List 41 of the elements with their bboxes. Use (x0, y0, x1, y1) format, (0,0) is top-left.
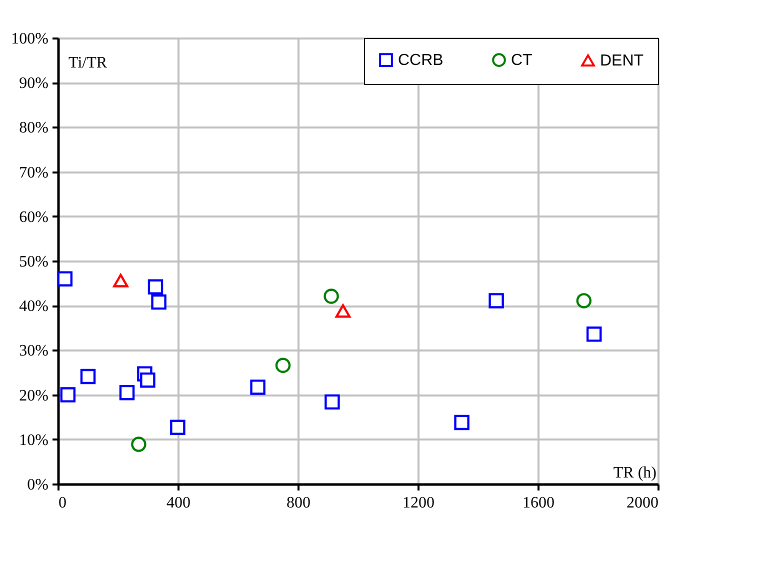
x-tick-label: 400 (166, 494, 190, 512)
y-tick-label: 0% (27, 476, 48, 494)
point (170, 420, 186, 435)
point (275, 358, 291, 373)
point (335, 304, 351, 318)
point (57, 271, 73, 286)
legend-label: CT (511, 52, 533, 70)
y-tick-label: 60% (19, 208, 48, 226)
point (250, 380, 266, 395)
legend-label: CCRB (398, 52, 444, 70)
point (454, 414, 470, 430)
point (488, 293, 504, 308)
point (119, 384, 135, 400)
legend-label: DENT (600, 52, 644, 70)
y-tick-label: 100% (11, 30, 48, 48)
x-tick-label: 800 (286, 494, 310, 512)
y-tick-label: 90% (19, 75, 48, 92)
x-axis-title: TR (h) (613, 464, 656, 482)
point (113, 274, 128, 288)
y-tick-label: 30% (19, 342, 48, 360)
x-tick-label: 1600 (522, 494, 554, 512)
y-axis-title: Ti/TR (68, 54, 108, 72)
point (140, 372, 156, 388)
y-tick-label: 10% (19, 432, 48, 449)
x-tick-label: 2000 (626, 494, 658, 512)
y-tick-label: 20% (19, 387, 48, 404)
y-tick-label: 50% (19, 254, 48, 270)
x-tick-label: 0 (58, 494, 66, 512)
y-tick-label: 40% (19, 298, 48, 316)
y-tick-label: 80% (19, 120, 48, 137)
point (586, 326, 602, 342)
point (151, 294, 166, 310)
point (131, 436, 146, 452)
y-tick-label: 70% (19, 164, 48, 182)
point (60, 387, 76, 402)
point (148, 279, 164, 294)
x-tick-label: 1200 (402, 494, 434, 512)
point (324, 394, 340, 410)
point (80, 368, 96, 384)
point (324, 288, 339, 304)
point (576, 293, 592, 308)
